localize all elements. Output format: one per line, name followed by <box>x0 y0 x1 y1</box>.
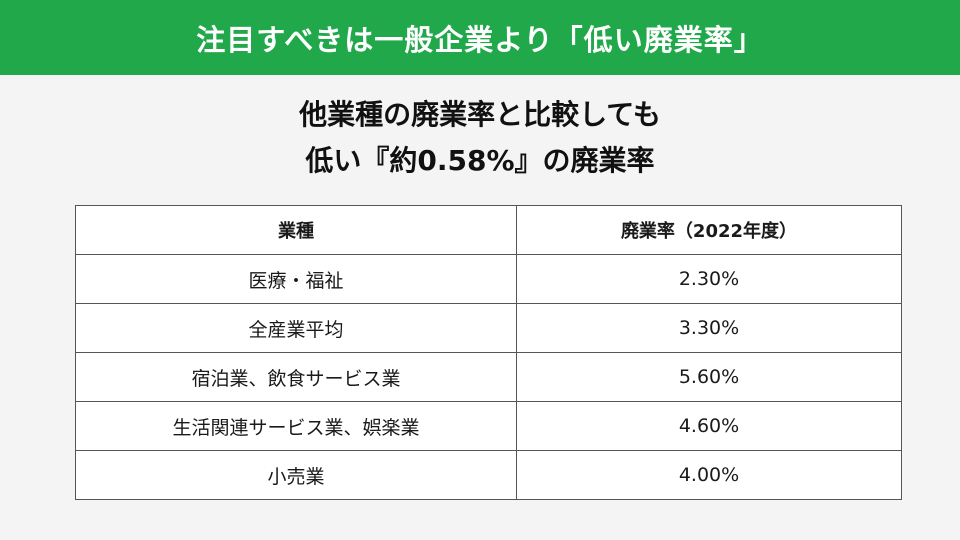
rate-cell: 5.60% <box>516 352 902 402</box>
table-row: 生活関連サービス業、娯楽業 4.60% <box>75 401 902 451</box>
table-row: 全産業平均 3.30% <box>75 303 902 353</box>
rate-cell: 2.30% <box>516 254 902 304</box>
table-header-row: 業種 廃業率（2022年度） <box>75 205 902 255</box>
industry-cell: 小売業 <box>75 450 517 500</box>
table-row: 宿泊業、飲食サービス業 5.60% <box>75 352 902 402</box>
headline-line-2: 低い『約0.58%』の廃業率 <box>305 144 655 177</box>
headline: 他業種の廃業率と比較しても 低い『約0.58%』の廃業率 <box>0 92 960 184</box>
industry-cell: 生活関連サービス業、娯楽業 <box>75 401 517 451</box>
title-banner: 注目すべきは一般企業より「低い廃業率」 <box>0 0 960 75</box>
banner-title: 注目すべきは一般企業より「低い廃業率」 <box>196 22 764 57</box>
headline-line-1: 他業種の廃業率と比較しても <box>299 98 661 131</box>
table-row: 医療・福祉 2.30% <box>75 254 902 304</box>
rate-cell: 3.30% <box>516 303 902 353</box>
industry-cell: 宿泊業、飲食サービス業 <box>75 352 517 402</box>
industry-cell: 医療・福祉 <box>75 254 517 304</box>
industry-cell: 全産業平均 <box>75 303 517 353</box>
table-row: 小売業 4.00% <box>75 450 902 500</box>
rate-cell: 4.00% <box>516 450 902 500</box>
header-industry: 業種 <box>75 205 517 255</box>
header-closure-rate: 廃業率（2022年度） <box>516 205 902 255</box>
rate-cell: 4.60% <box>516 401 902 451</box>
closure-rate-table: 業種 廃業率（2022年度） 医療・福祉 2.30% 全産業平均 3.30% 宿… <box>75 205 902 500</box>
